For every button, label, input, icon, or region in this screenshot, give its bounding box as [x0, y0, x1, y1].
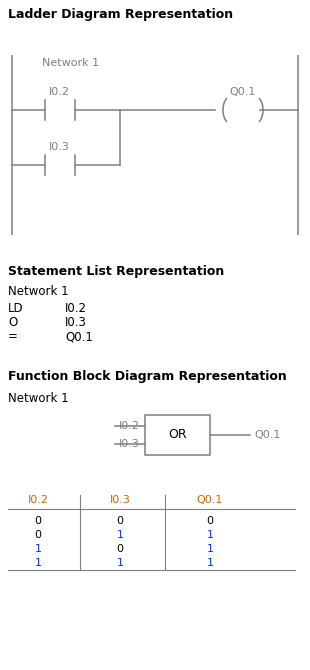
Text: 1: 1 [117, 530, 123, 540]
Text: Statement List Representation: Statement List Representation [8, 265, 224, 278]
Text: I0.3: I0.3 [119, 439, 140, 449]
Text: 1: 1 [206, 544, 214, 554]
Text: Ladder Diagram Representation: Ladder Diagram Representation [8, 8, 233, 21]
Text: I0.2: I0.2 [28, 495, 48, 505]
Text: 1: 1 [117, 558, 123, 568]
Text: Q0.1: Q0.1 [254, 430, 280, 440]
Text: I0.2: I0.2 [119, 421, 140, 431]
Text: Q0.1: Q0.1 [197, 495, 223, 505]
Text: I0.3: I0.3 [109, 495, 131, 505]
Text: =: = [8, 330, 18, 343]
Text: 1: 1 [34, 558, 42, 568]
Text: 0: 0 [117, 516, 123, 526]
Text: Network 1: Network 1 [8, 392, 69, 405]
Text: 0: 0 [206, 516, 214, 526]
Text: 1: 1 [206, 558, 214, 568]
Text: I0.2: I0.2 [65, 302, 87, 315]
Bar [145, 415, 210, 455]
Text: 1: 1 [206, 530, 214, 540]
Text: I0.2: I0.2 [49, 87, 70, 97]
Text: Network 1: Network 1 [42, 58, 99, 68]
Text: OR: OR [168, 429, 187, 442]
Text: Q0.1: Q0.1 [65, 330, 93, 343]
Text: O: O [8, 316, 17, 329]
Text: 0: 0 [117, 544, 123, 554]
Text: Q0.1: Q0.1 [230, 87, 256, 97]
Text: 1: 1 [34, 544, 42, 554]
Text: Network 1: Network 1 [8, 285, 69, 298]
Text: LD: LD [8, 302, 24, 315]
Text: I0.3: I0.3 [65, 316, 87, 329]
Text: Function Block Diagram Representation: Function Block Diagram Representation [8, 370, 287, 383]
Text: 0: 0 [34, 530, 42, 540]
Text: 0: 0 [34, 516, 42, 526]
Text: I0.3: I0.3 [49, 142, 70, 152]
